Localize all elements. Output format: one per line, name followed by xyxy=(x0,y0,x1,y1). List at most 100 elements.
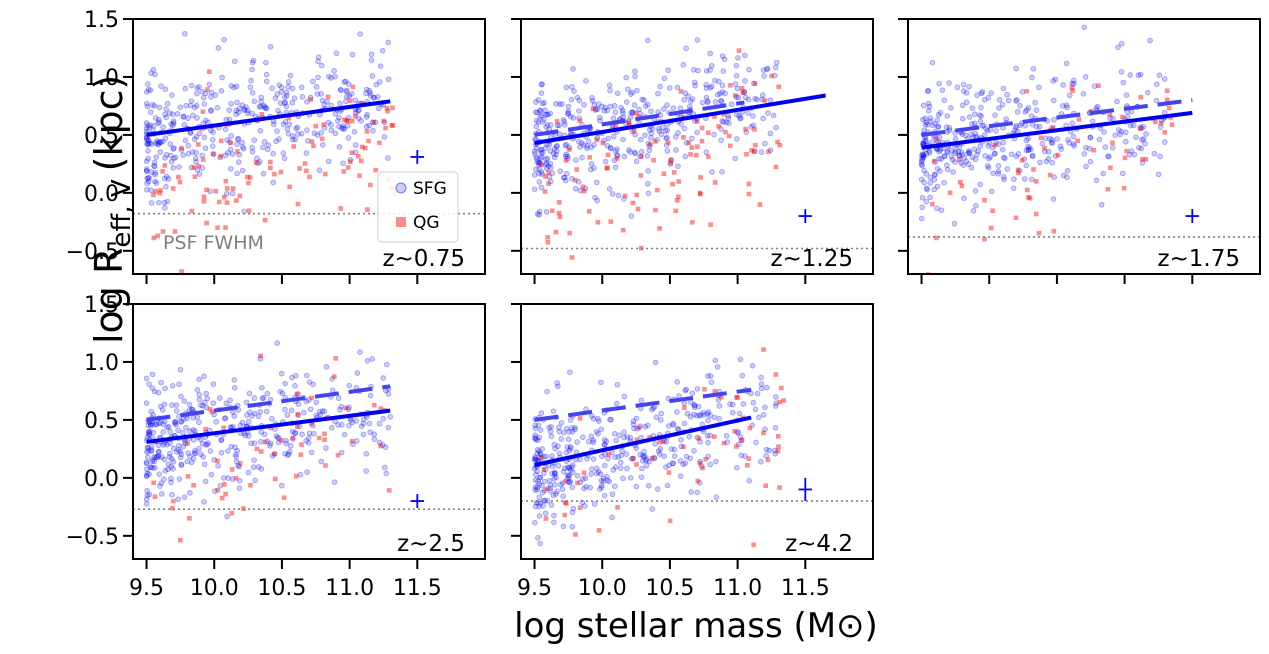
sfg-point xyxy=(637,136,644,143)
sfg-point xyxy=(995,141,1002,148)
qg-point xyxy=(272,171,277,177)
sfg-point xyxy=(602,104,609,111)
sfg-point xyxy=(547,482,554,488)
sfg-point xyxy=(677,473,684,480)
sfg-point xyxy=(642,103,649,109)
sfg-point xyxy=(229,476,236,482)
qg-point xyxy=(630,456,636,461)
sfg-point xyxy=(1125,114,1131,120)
sfg-point xyxy=(703,94,710,101)
sfg-point xyxy=(1109,144,1116,151)
sfg-point xyxy=(191,104,198,111)
sfg-point xyxy=(208,89,215,96)
qg-point xyxy=(572,177,578,183)
qg-point xyxy=(253,160,259,165)
sfg-point xyxy=(157,149,164,155)
sfg-point xyxy=(303,398,310,405)
qg-point xyxy=(357,173,362,179)
sfg-point xyxy=(631,425,637,432)
sfg-point xyxy=(923,151,930,157)
sfg-point xyxy=(536,211,542,218)
sfg-point xyxy=(539,446,546,452)
panel-4: −0.50.00.51.01.59.5 10.0 10.5 11.0 11.5z∼2.5 xyxy=(66,293,486,601)
qg-point xyxy=(297,166,302,171)
sfg-point xyxy=(1138,145,1145,152)
fit-line-solid xyxy=(921,110,1193,150)
sfg-point xyxy=(145,86,152,93)
sfg-point xyxy=(597,114,603,121)
qg-point xyxy=(563,158,569,163)
sfg-point xyxy=(596,486,603,492)
sfg-point xyxy=(533,154,540,160)
qg-point xyxy=(735,394,740,400)
sfg-point xyxy=(285,452,291,458)
sfg-point xyxy=(664,482,671,489)
qg-point xyxy=(344,118,350,123)
sfg-point xyxy=(759,96,765,103)
sfg-point xyxy=(535,161,542,168)
sfg-point xyxy=(956,152,962,159)
sfg-point xyxy=(360,431,367,438)
qg-point xyxy=(387,488,392,493)
sfg-point xyxy=(694,489,701,496)
sfg-point xyxy=(548,424,555,430)
qg-point xyxy=(776,444,781,450)
sfg-point xyxy=(210,151,217,158)
sfg-point xyxy=(638,397,645,404)
sfg-point xyxy=(742,52,748,59)
qg-point xyxy=(153,188,158,194)
sfg-point xyxy=(158,83,164,89)
sfg-point xyxy=(610,115,617,122)
sfg-point xyxy=(922,121,929,128)
sfg-point xyxy=(576,115,582,121)
sfg-point xyxy=(543,209,550,215)
sfg-point xyxy=(766,447,773,454)
sfg-point xyxy=(1025,146,1032,153)
sfg-point xyxy=(564,425,570,432)
sfg-point xyxy=(773,394,779,400)
sfg-point xyxy=(556,101,563,107)
sfg-point xyxy=(557,131,563,137)
panel-5-plot-area xyxy=(521,347,873,547)
sfg-point xyxy=(532,422,538,429)
sfg-point xyxy=(711,131,717,138)
sfg-point xyxy=(242,432,249,439)
panel-1: −0.50.00.51.01.5z∼0.75 xyxy=(66,8,486,284)
sfg-point xyxy=(329,425,335,431)
qg-point xyxy=(667,518,673,524)
sfg-point xyxy=(1094,103,1101,110)
sfg-point xyxy=(573,157,579,163)
qg-point xyxy=(322,437,327,442)
sfg-point xyxy=(1064,168,1071,174)
sfg-point xyxy=(273,433,280,439)
sfg-point xyxy=(217,154,223,161)
qg-point xyxy=(697,191,703,197)
sfg-point xyxy=(348,90,355,97)
qg-point xyxy=(368,182,373,188)
sfg-point xyxy=(1139,160,1146,166)
sfg-point xyxy=(673,147,679,153)
sfg-point xyxy=(201,101,208,107)
sfg-point xyxy=(357,349,363,356)
sfg-point xyxy=(538,160,544,167)
sfg-point xyxy=(346,92,353,99)
sfg-point xyxy=(1029,152,1036,159)
sfg-point xyxy=(346,423,352,429)
qg-point xyxy=(229,467,235,472)
sfg-point xyxy=(144,141,150,147)
sfg-point xyxy=(615,192,622,199)
sfg-point xyxy=(694,434,701,441)
sfg-point xyxy=(181,121,188,128)
sfg-point xyxy=(759,92,766,98)
qg-point xyxy=(222,481,227,487)
sfg-point xyxy=(959,152,966,158)
sfg-point xyxy=(207,108,214,114)
sfg-point xyxy=(934,183,941,190)
sfg-point xyxy=(1033,107,1040,113)
qg-point xyxy=(695,478,701,484)
sfg-point xyxy=(985,94,992,101)
sfg-point xyxy=(746,478,752,484)
sfg-point xyxy=(280,150,287,156)
sfg-point xyxy=(958,149,965,155)
sfg-point xyxy=(773,400,779,406)
